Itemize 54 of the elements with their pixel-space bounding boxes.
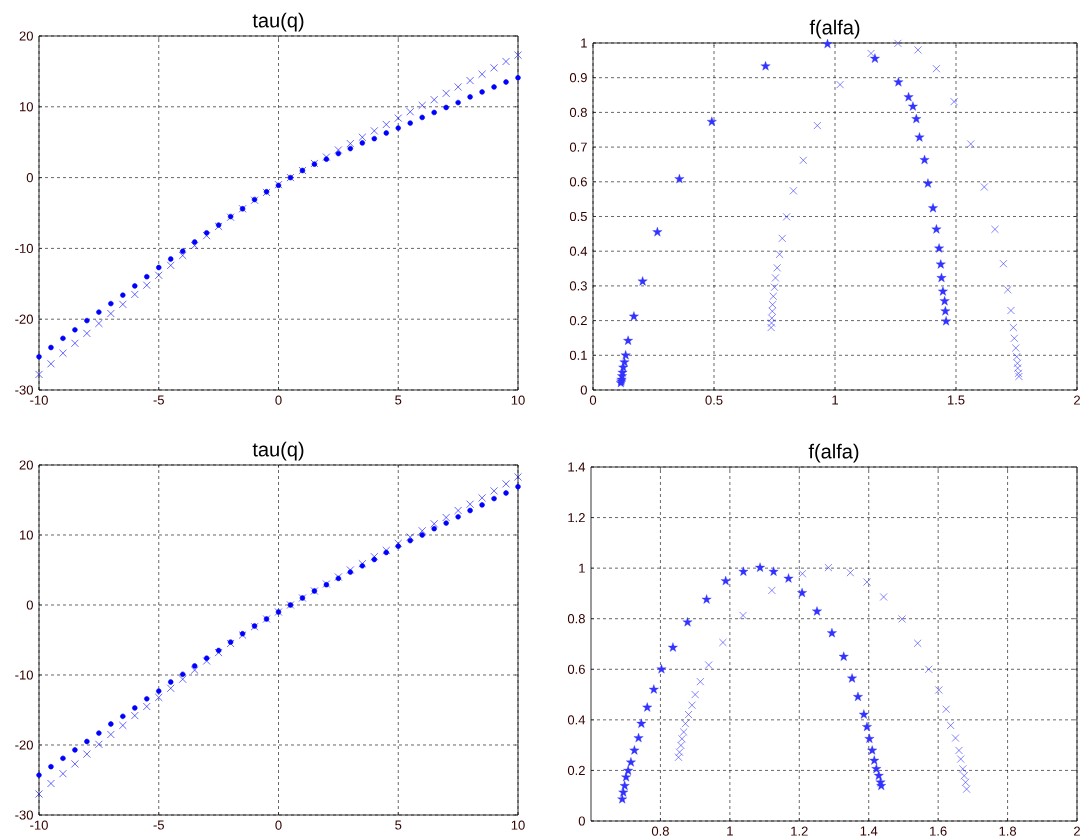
y-tick-label: 0 bbox=[26, 600, 33, 610]
x-tick-label: 0.5 bbox=[705, 395, 723, 405]
x-tick-label: 0 bbox=[589, 395, 597, 405]
x-tick-label: 1.6 bbox=[930, 826, 947, 836]
y-tick-label: 1 bbox=[581, 38, 587, 48]
y-tick-label: 0.2 bbox=[567, 765, 585, 776]
y-tick-label: 1 bbox=[579, 563, 585, 573]
x-tick-label: -5 bbox=[153, 820, 164, 830]
y-tick-label: 1.4 bbox=[568, 462, 586, 472]
y-tick-label: 0.5 bbox=[569, 211, 587, 222]
y-tick-label: -20 bbox=[15, 740, 33, 750]
y-tick-label: 0.4 bbox=[569, 246, 588, 256]
x-tick-label: 5 bbox=[395, 820, 402, 830]
y-tick-label: 10 bbox=[20, 530, 33, 540]
x-tick-label: -5 bbox=[153, 395, 164, 405]
y-tick-label: 0 bbox=[580, 385, 587, 395]
x-tick-label: 1.5 bbox=[947, 395, 965, 405]
x-tick-label: 5 bbox=[395, 395, 402, 405]
y-tick-label: -10 bbox=[15, 670, 33, 680]
y-tick-label: 0.6 bbox=[569, 177, 587, 187]
chart-title: f(alfa) bbox=[808, 443, 859, 463]
x-tick-label: 1 bbox=[727, 826, 733, 836]
y-tick-label: 0.9 bbox=[569, 73, 587, 83]
y-tick-label: 0.6 bbox=[567, 664, 585, 674]
y-tick-label: -10 bbox=[15, 243, 33, 253]
y-tick-label: 20 bbox=[19, 460, 33, 470]
y-tick-label: 10 bbox=[20, 102, 33, 112]
x-tick-label: 2 bbox=[1074, 826, 1080, 836]
x-tick-label: 1.8 bbox=[999, 826, 1017, 836]
x-tick-label: 1.2 bbox=[791, 826, 808, 836]
x-tick-label: 0 bbox=[275, 395, 282, 405]
chart-title: tau(q) bbox=[252, 441, 304, 461]
y-tick-label: 0.7 bbox=[569, 142, 587, 152]
x-tick-label: 0.8 bbox=[651, 826, 669, 836]
y-tick-label: 0.8 bbox=[569, 107, 587, 117]
y-tick-label: 0.4 bbox=[567, 715, 586, 725]
x-tick-label: 1.4 bbox=[860, 826, 878, 836]
y-tick-label: 0.8 bbox=[567, 614, 585, 624]
y-tick-label: -30 bbox=[15, 810, 33, 820]
y-tick-label: 20 bbox=[19, 31, 33, 41]
x-tick-label: 0 bbox=[275, 820, 282, 830]
chart-title: f(alfa) bbox=[809, 19, 860, 39]
y-tick-label: 0.1 bbox=[569, 350, 587, 360]
y-tick-label: 0.3 bbox=[569, 281, 587, 291]
y-tick-label: 0 bbox=[26, 172, 33, 183]
x-tick-label: 2 bbox=[1074, 395, 1080, 405]
x-tick-label: 10 bbox=[511, 820, 525, 830]
x-tick-label: 10 bbox=[511, 395, 525, 405]
y-tick-label: -30 bbox=[15, 385, 33, 395]
y-tick-label: -20 bbox=[15, 314, 33, 324]
x-tick-label: 1 bbox=[832, 395, 838, 405]
chart-title: tau(q) bbox=[252, 12, 304, 32]
y-tick-label: 1.2 bbox=[568, 513, 585, 523]
y-tick-label: 0.2 bbox=[569, 315, 587, 326]
